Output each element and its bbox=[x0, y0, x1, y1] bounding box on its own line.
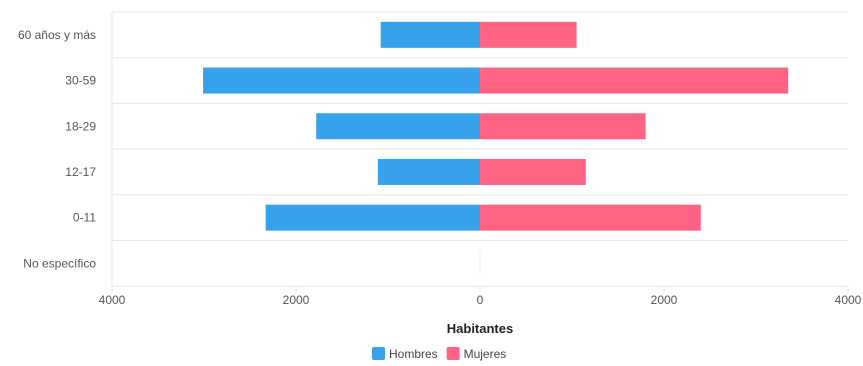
x-tick-label: 2000 bbox=[283, 293, 310, 307]
y-tick-label: No específico bbox=[23, 256, 96, 270]
x-tick-label: 0 bbox=[477, 293, 484, 307]
bar-hombres-3 bbox=[377, 158, 480, 185]
legend-swatch bbox=[446, 347, 460, 360]
bar-hombres-2 bbox=[316, 113, 480, 140]
y-tick-label: 12-17 bbox=[65, 165, 96, 179]
y-tick-label: 18-29 bbox=[65, 119, 96, 133]
bar-hombres-1 bbox=[203, 67, 480, 94]
legend-item-hombres[interactable]: Hombres bbox=[372, 347, 438, 361]
grid-lines bbox=[111, 11, 849, 293]
x-tick-labels: 4000 2000 0 2000 4000 bbox=[99, 293, 862, 307]
y-tick-label: 60 años y más bbox=[18, 28, 96, 42]
legend-label: Hombres bbox=[389, 347, 438, 361]
bar-mujeres-4 bbox=[480, 204, 701, 231]
legend-item-mujeres[interactable]: Mujeres bbox=[446, 347, 507, 361]
bar-mujeres-2 bbox=[480, 113, 646, 140]
bar-hombres-4 bbox=[265, 204, 480, 231]
legend-label: Mujeres bbox=[464, 347, 507, 361]
bar-mujeres-3 bbox=[480, 158, 586, 185]
x-axis-title: Habitantes bbox=[447, 321, 513, 336]
legend[interactable]: Hombres Mujeres bbox=[372, 347, 506, 361]
y-tick-label: 0-11 bbox=[73, 211, 96, 225]
y-tick-labels: 60 años y más 30-59 18-29 12-17 0-11 No espec… bbox=[18, 28, 96, 271]
bar-hombres-0 bbox=[380, 21, 480, 48]
bars bbox=[203, 21, 789, 231]
y-tick-label: 30-59 bbox=[65, 74, 96, 88]
x-tick-label: 2000 bbox=[651, 293, 678, 307]
x-tick-label: 4000 bbox=[835, 293, 862, 307]
bar-mujeres-1 bbox=[480, 67, 789, 94]
legend-swatch bbox=[372, 347, 385, 360]
x-tick-label: 4000 bbox=[99, 293, 126, 307]
bar-mujeres-0 bbox=[480, 21, 577, 48]
